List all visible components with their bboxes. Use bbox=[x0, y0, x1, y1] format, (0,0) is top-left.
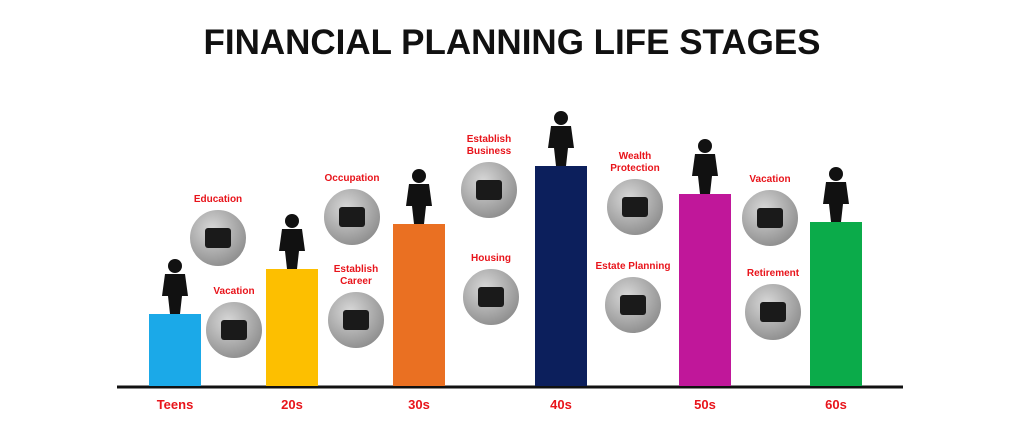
stage-label: 50s bbox=[694, 397, 716, 412]
stage-label: 20s bbox=[281, 397, 303, 412]
goal-label: Establish bbox=[334, 264, 378, 275]
goal-icon bbox=[476, 180, 502, 200]
silhouette-body bbox=[548, 126, 574, 166]
silhouette-body bbox=[162, 274, 188, 314]
silhouette-body bbox=[692, 154, 718, 194]
silhouette-body bbox=[823, 182, 849, 222]
goal-icon bbox=[622, 197, 648, 217]
silhouette-body bbox=[279, 229, 305, 269]
silhouette-head bbox=[829, 167, 843, 181]
goal-icon bbox=[339, 207, 365, 227]
goal-label: Wealth bbox=[619, 151, 652, 162]
goal-label: Business bbox=[467, 146, 512, 157]
goal-label: Occupation bbox=[324, 173, 379, 184]
goal-icon bbox=[205, 228, 231, 248]
goal-icon bbox=[620, 295, 646, 315]
goal-icon bbox=[760, 302, 786, 322]
stage-bar bbox=[266, 269, 318, 386]
silhouette-head bbox=[698, 139, 712, 153]
goal-icon bbox=[221, 320, 247, 340]
goal-icon bbox=[757, 208, 783, 228]
goal-label: Establish bbox=[467, 134, 511, 145]
title: FINANCIAL PLANNING LIFE STAGES bbox=[203, 23, 820, 62]
goal-label: Retirement bbox=[747, 268, 800, 279]
stage-label: Teens bbox=[157, 397, 194, 412]
stage-bar bbox=[810, 222, 862, 386]
stage-bar bbox=[679, 194, 731, 386]
goal-label: Protection bbox=[610, 163, 659, 174]
stage-label: 30s bbox=[408, 397, 430, 412]
silhouette-head bbox=[285, 214, 299, 228]
stage-bar bbox=[535, 166, 587, 386]
silhouette-head bbox=[412, 169, 426, 183]
silhouette-head bbox=[168, 259, 182, 273]
goal-icon bbox=[478, 287, 504, 307]
stage-label: 60s bbox=[825, 397, 847, 412]
goal-label: Vacation bbox=[213, 286, 254, 297]
stage-bar bbox=[393, 224, 445, 386]
goal-label: Education bbox=[194, 194, 242, 205]
stage-bar bbox=[149, 314, 201, 386]
goal-label: Vacation bbox=[749, 174, 790, 185]
silhouette-body bbox=[406, 184, 432, 224]
goal-icon bbox=[343, 310, 369, 330]
stage-label: 40s bbox=[550, 397, 572, 412]
goal-label: Housing bbox=[471, 253, 511, 264]
goal-label: Career bbox=[340, 276, 372, 287]
goal-label: Estate Planning bbox=[595, 261, 670, 272]
silhouette-head bbox=[554, 111, 568, 125]
